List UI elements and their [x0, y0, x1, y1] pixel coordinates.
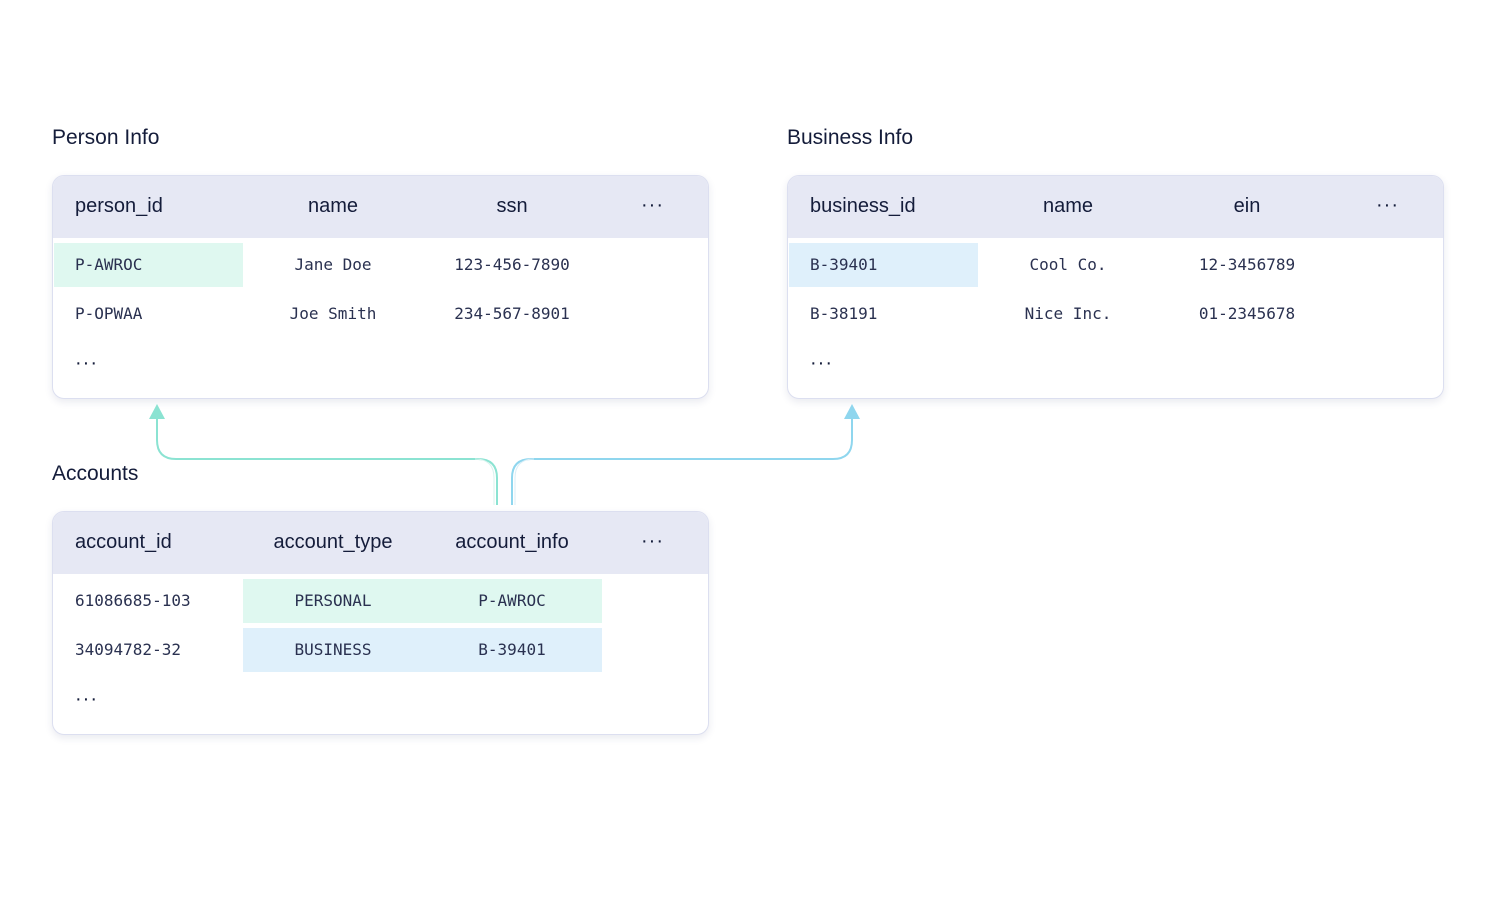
name-cell: Cool Co.	[1029, 255, 1107, 274]
accounts-table: account_id account_type account_info ···…	[52, 511, 709, 735]
more-columns-icon[interactable]: ···	[641, 530, 664, 552]
ein-cell: 01-2345678	[1198, 304, 1296, 323]
account-type-cell: PERSONAL	[294, 591, 372, 610]
more-rows-ellipsis: ···	[810, 352, 833, 374]
account-id-cell: 34094782-32	[75, 640, 181, 659]
account-info-cell: B-39401	[478, 640, 546, 659]
business-id-cell: B-39401	[810, 255, 878, 274]
arrowhead-up-icon	[149, 404, 165, 419]
more-rows-ellipsis: ···	[75, 352, 98, 374]
person-id-cell: P-OPWAA	[75, 304, 143, 323]
more-columns-icon[interactable]: ···	[1376, 194, 1399, 216]
more-columns-icon[interactable]: ···	[641, 194, 664, 216]
table-header: person_id name ssn ···	[53, 176, 708, 238]
ssn-cell: 234-567-8901	[454, 304, 570, 323]
row-highlight	[243, 628, 602, 672]
account-type-cell: BUSINESS	[294, 640, 372, 659]
account-id-cell: 61086685-103	[75, 591, 191, 610]
accounts-title: Accounts	[52, 462, 139, 485]
name-cell: Nice Inc.	[1024, 304, 1112, 323]
column-header-ssn[interactable]: ssn	[496, 195, 528, 217]
name-cell: Jane Doe	[294, 255, 372, 274]
account-info-cell: P-AWROC	[478, 591, 546, 610]
table-row[interactable]: B-38191 Nice Inc. 01-2345678	[788, 292, 1443, 336]
business-info-title: Business Info	[787, 126, 914, 149]
column-header-person-id[interactable]: person_id	[75, 195, 163, 217]
ein-cell: 12-3456789	[1198, 255, 1296, 274]
table-row[interactable]: 61086685-103 PERSONAL P-AWROC	[53, 579, 708, 623]
column-header-account-type[interactable]: account_type	[273, 531, 393, 553]
row-highlight	[789, 243, 978, 287]
arrowhead-up-icon	[844, 404, 860, 419]
column-header-account-id[interactable]: account_id	[75, 531, 172, 553]
table-header: account_id account_type account_info ···	[53, 512, 708, 574]
more-rows-ellipsis: ···	[75, 688, 98, 710]
connector-to-business-info-inner	[514, 458, 535, 505]
column-header-account-info[interactable]: account_info	[455, 531, 569, 553]
person-info-title: Person Info	[52, 126, 160, 149]
ssn-cell: 123-456-7890	[454, 255, 570, 274]
table-header: business_id name ein ···	[788, 176, 1443, 238]
table-row[interactable]: P-OPWAA Joe Smith 234-567-8901	[53, 292, 708, 336]
connector-to-person-info	[156, 416, 498, 505]
column-header-ein[interactable]: ein	[1233, 195, 1261, 217]
table-row[interactable]: B-39401 Cool Co. 12-3456789	[788, 243, 1443, 287]
row-highlight	[243, 579, 602, 623]
table-row[interactable]: P-AWROC Jane Doe 123-456-7890	[53, 243, 708, 287]
person-id-cell: P-AWROC	[75, 255, 143, 274]
connector-to-business-info	[511, 416, 853, 505]
business-id-cell: B-38191	[810, 304, 878, 323]
business-info-table: business_id name ein ··· B-39401 Cool Co…	[787, 175, 1444, 399]
column-header-name[interactable]: name	[307, 195, 359, 217]
connector-to-person-info-inner	[474, 458, 495, 505]
row-highlight	[54, 243, 243, 287]
table-row[interactable]: 34094782-32 BUSINESS B-39401	[53, 628, 708, 672]
name-cell: Joe Smith	[289, 304, 377, 323]
column-header-business-id[interactable]: business_id	[810, 195, 916, 217]
column-header-name[interactable]: name	[1042, 195, 1094, 217]
person-info-table: person_id name ssn ··· P-AWROC Jane Doe …	[52, 175, 709, 399]
